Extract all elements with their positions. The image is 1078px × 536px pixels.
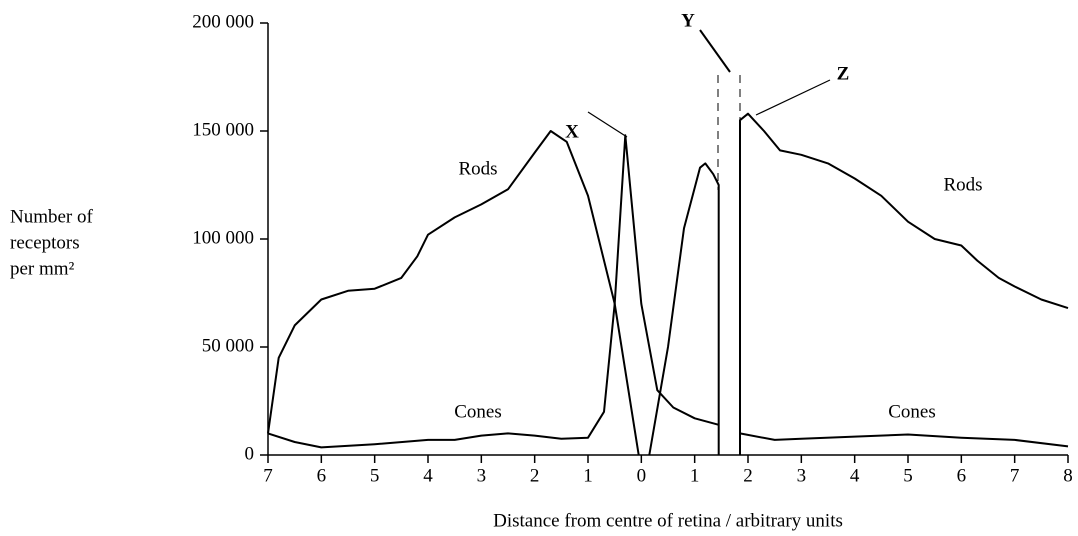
y-axis-label: per mm² <box>10 258 75 279</box>
annotation: Y <box>681 10 695 31</box>
y-tick-label: 0 <box>245 443 255 464</box>
x-tick-label: 5 <box>370 465 380 486</box>
x-tick-label: 3 <box>477 465 487 486</box>
y-axis-label: Number of <box>10 206 94 227</box>
series-line <box>267 134 1069 449</box>
x-tick-label: 2 <box>743 465 753 486</box>
series-line <box>267 112 1069 456</box>
y-tick-label: 200 000 <box>192 11 254 32</box>
y-tick-label: 150 000 <box>192 119 254 140</box>
x-tick-label: 3 <box>797 465 807 486</box>
x-tick-label: 5 <box>903 465 913 486</box>
x-tick-label: 1 <box>583 465 593 486</box>
series-label: Rods <box>458 158 497 179</box>
y-axis-label: receptors <box>10 232 80 253</box>
series-label: Cones <box>888 401 936 422</box>
x-tick-label: 6 <box>317 465 327 486</box>
x-tick-label: 7 <box>1010 465 1020 486</box>
x-tick-label: 7 <box>263 465 273 486</box>
annotation: X <box>565 121 579 142</box>
y-tick-label: 100 000 <box>192 227 254 248</box>
x-tick-label: 4 <box>850 465 860 486</box>
series-label: Rods <box>943 174 982 195</box>
pointer <box>587 111 628 138</box>
pointer <box>699 29 731 73</box>
pointer <box>755 79 831 116</box>
x-tick-label: 4 <box>423 465 433 486</box>
x-tick-label: 0 <box>637 465 647 486</box>
y-tick-label: 50 000 <box>202 335 254 356</box>
x-tick-label: 1 <box>690 465 700 486</box>
x-tick-label: 8 <box>1063 465 1073 486</box>
x-tick-label: 6 <box>957 465 967 486</box>
x-axis-label: Distance from centre of retina / arbitra… <box>493 510 843 531</box>
series-label: Cones <box>454 401 502 422</box>
x-tick-label: 2 <box>530 465 540 486</box>
annotation: Z <box>837 63 850 84</box>
